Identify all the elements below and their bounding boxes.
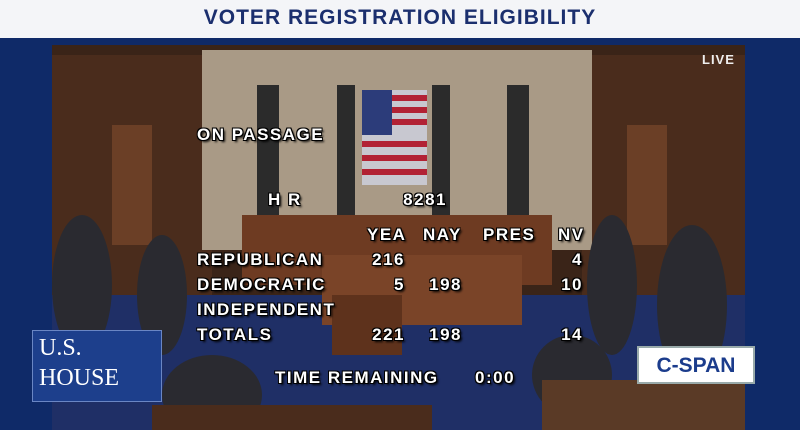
logo-text: HOUSE [39,365,120,391]
vote-count: 10 [561,275,583,294]
column-header: NAY [423,225,462,244]
vote-count: 221 [372,325,405,344]
party-label: DEMOCRATIC [197,275,326,294]
live-indicator: LIVE [702,52,735,67]
video-frame [52,45,745,430]
vote-count: 14 [561,325,583,344]
bill-number: 8281 [403,190,447,209]
party-label: TOTALS [197,325,273,344]
bill-prefix: H R [268,190,302,209]
column-header: NV [558,225,585,244]
chamber-scene [52,45,745,430]
logo-text: C-SPAN [656,354,736,377]
time-value: 0:00 [475,368,516,387]
party-label: REPUBLICAN [197,250,324,269]
title: VOTER REGISTRATION ELIGIBILITY [203,6,597,29]
vote-count: 198 [429,325,462,344]
party-label: INDEPENDENT [197,300,336,319]
vote-count: 198 [429,275,462,294]
house-logo: U.S. HOUSE [32,330,162,402]
vote-count: 4 [572,250,583,269]
cspan-logo: C-SPAN [637,346,755,384]
column-header: YEA [367,225,407,244]
vote-count: 216 [372,250,405,269]
vote-count: 5 [394,275,405,294]
title-bar: VOTER REGISTRATION ELIGIBILITY [0,0,800,38]
logo-text: U.S. [39,335,82,361]
vote-heading: ON PASSAGE [197,125,325,144]
column-header: PRES [483,225,536,244]
time-label: TIME REMAINING [275,368,439,387]
